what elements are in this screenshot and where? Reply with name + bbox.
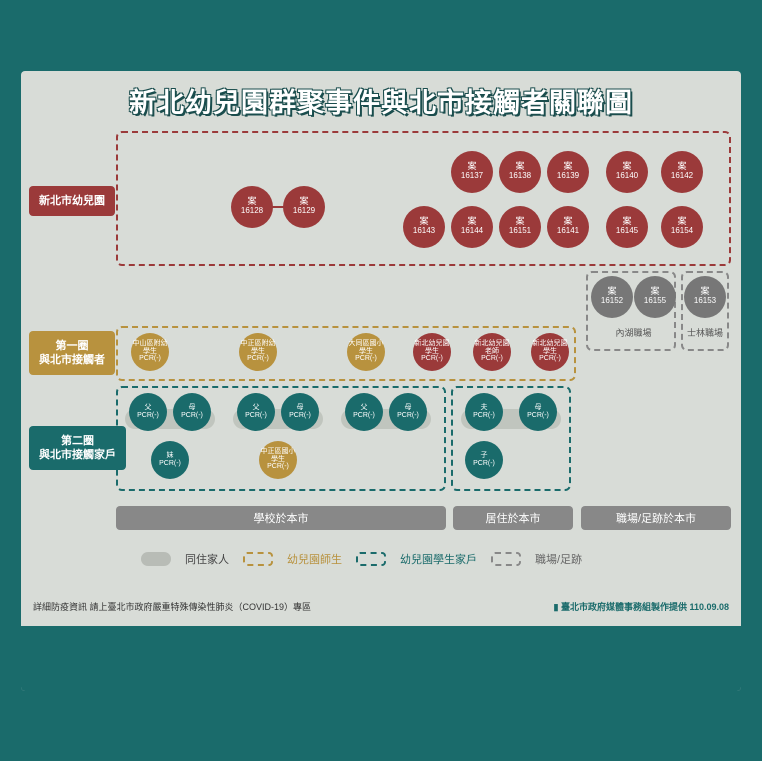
legend-box-staff (243, 552, 273, 566)
case-16140: 案16140 (606, 151, 648, 193)
label-neihu: 內湖職場 (596, 326, 671, 339)
legend-label-staff: 幼兒園師生 (287, 551, 342, 567)
bar-work: 職場/足跡於本市 (581, 506, 731, 530)
main-title: 新北幼兒園群聚事件與北市接觸者關聯圖 (21, 81, 741, 120)
legend-label-workplace: 職場/足跡 (535, 551, 582, 567)
case-16154: 案16154 (661, 206, 703, 248)
case-16141: 案16141 (547, 206, 589, 248)
case-16137: 案16137 (451, 151, 493, 193)
case-16144: 案16144 (451, 206, 493, 248)
ring1-node-3: 大同區國小學生PCR(-) (347, 333, 385, 371)
ring2-extra: 中正區國小學生PCR(-) (259, 441, 297, 479)
legend: 同住家人 幼兒園師生 幼兒園學生家戶 職場/足跡 (141, 551, 582, 567)
case-16142: 案16142 (661, 151, 703, 193)
ring2-mo-3: 母PCR(-) (389, 393, 427, 431)
case-16139: 案16139 (547, 151, 589, 193)
ring1-node-4: 新北幼兒園學生PCR(-) (413, 333, 451, 371)
tag-ring2: 第二圈與北市接觸家戶 (29, 426, 126, 471)
ring2-fa-2: 父PCR(-) (237, 393, 275, 431)
diagram-canvas: 新北幼兒園群聚事件與北市接觸者關聯圖 新北市幼兒園 第一圈與北市接觸者 第二圈與… (21, 71, 741, 691)
label-shilin: 士林職場 (681, 326, 729, 339)
ring2-mo-1: 母PCR(-) (173, 393, 211, 431)
tag-ring1: 第一圈與北市接觸者 (29, 331, 115, 376)
legend-box-workplace (491, 552, 521, 566)
ring2-sis-1: 妹PCR(-) (151, 441, 189, 479)
case-16151: 案16151 (499, 206, 541, 248)
ring2-son: 子PCR(-) (465, 441, 503, 479)
case-16155: 案16155 (634, 276, 676, 318)
ring2-mo-2: 母PCR(-) (281, 393, 319, 431)
legend-label-household: 幼兒園學生家戶 (400, 551, 477, 567)
ring1-node-2: 中正區附幼學生PCR(-) (239, 333, 277, 371)
ring1-node-5: 新北幼兒園老師PCR(-) (473, 333, 511, 371)
case-16143: 案16143 (403, 206, 445, 248)
bar-live: 居住於本市 (453, 506, 573, 530)
case-16128: 案16128 (231, 186, 273, 228)
case-16129: 案16129 (283, 186, 325, 228)
ring2-mo-4: 母PCR(-) (519, 393, 557, 431)
legend-box-household (356, 552, 386, 566)
ring1-node-6: 新北幼兒園學生PCR(-) (531, 333, 569, 371)
case-16152: 案16152 (591, 276, 633, 318)
ring1-node-1: 中山區附幼學生PCR(-) (131, 333, 169, 371)
case-16153: 案16153 (684, 276, 726, 318)
legend-label-family: 同住家人 (185, 551, 229, 567)
footer-left: 詳細防疫資訊 請上臺北市政府嚴重特殊傳染性肺炎（COVID-19）專區 (33, 600, 311, 613)
legend-swatch-family (141, 552, 171, 566)
tag-kindergarten: 新北市幼兒園 (29, 186, 115, 216)
ring2-hus: 夫PCR(-) (465, 393, 503, 431)
footer-right: ▮ 臺北市政府媒體事務組製作提供 110.09.08 (554, 600, 730, 613)
ring2-fa-3: 父PCR(-) (345, 393, 383, 431)
ring2-fa-1: 父PCR(-) (129, 393, 167, 431)
bar-school: 學校於本市 (116, 506, 446, 530)
case-16145: 案16145 (606, 206, 648, 248)
bottom-band (21, 626, 741, 691)
case-16138: 案16138 (499, 151, 541, 193)
